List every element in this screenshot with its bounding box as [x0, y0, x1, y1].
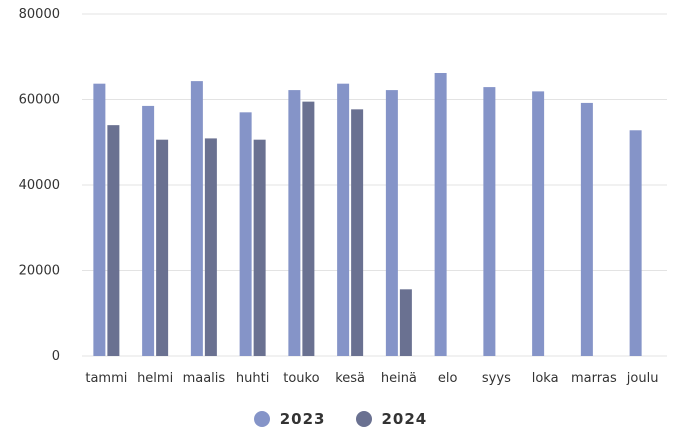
bar-2024-touko[interactable]	[302, 101, 315, 356]
bar-2023-touko[interactable]	[288, 90, 301, 356]
x-tick-label: syys	[482, 371, 511, 386]
bar-2023-heinä[interactable]	[385, 90, 398, 356]
y-tick-label: 20000	[19, 264, 60, 279]
x-tick-label: loka	[532, 371, 559, 386]
legend-marker-2024	[355, 411, 372, 427]
bar-2023-loka[interactable]	[532, 91, 545, 356]
bar-2023-joulu[interactable]	[629, 130, 642, 356]
x-tick-label: kesä	[335, 371, 365, 386]
bar-2023-elo[interactable]	[434, 72, 447, 357]
bar-2023-kesä[interactable]	[337, 83, 350, 357]
x-tick-label: heinä	[381, 371, 417, 386]
bar-2023-syys[interactable]	[483, 87, 496, 356]
bars	[93, 72, 642, 357]
x-tick-label: marras	[571, 371, 617, 386]
bar-2023-marras[interactable]	[580, 102, 593, 356]
legend-label-2023: 2023	[279, 410, 326, 428]
y-axis-ticks: 0 20000 40000 60000 80000	[19, 7, 60, 364]
x-tick-label: maalis	[183, 371, 226, 386]
bar-chart: 0 20000 40000 60000 80000 tammi helmi maalis hu…	[19, 7, 667, 386]
x-tick-label: touko	[283, 371, 319, 386]
x-tick-label: joulu	[626, 371, 659, 386]
bar-2024-heinä[interactable]	[399, 289, 412, 356]
bar-2023-maalis[interactable]	[190, 81, 203, 357]
bar-2023-tammi[interactable]	[93, 83, 106, 357]
bar-2024-helmi[interactable]	[156, 139, 169, 356]
y-tick-label: 60000	[19, 93, 60, 108]
bar-2024-maalis[interactable]	[204, 138, 217, 356]
bar-2023-helmi[interactable]	[142, 105, 155, 356]
legend-item-2024[interactable]: 2024	[355, 410, 428, 428]
legend-item-2023[interactable]: 2023	[253, 410, 326, 428]
x-tick-label: tammi	[85, 371, 127, 386]
y-tick-label: 40000	[19, 178, 60, 193]
legend-marker-2023	[253, 411, 270, 427]
x-tick-label: elo	[438, 371, 458, 386]
y-tick-label: 80000	[19, 7, 60, 22]
bar-2024-kesä[interactable]	[351, 109, 364, 357]
x-axis-labels: tammi helmi maalis huhti touko kesä heinä elo sy…	[85, 371, 658, 386]
x-tick-label: helmi	[137, 371, 173, 386]
grid-lines	[82, 13, 667, 357]
legend-label-2024: 2024	[381, 410, 428, 428]
bar-2024-tammi[interactable]	[107, 125, 120, 357]
y-tick-label: 0	[52, 349, 60, 364]
legend: 2023 2024	[0, 406, 681, 432]
bar-2024-huhti[interactable]	[253, 139, 266, 356]
bar-2023-huhti[interactable]	[239, 112, 252, 356]
x-tick-label: huhti	[236, 371, 269, 386]
